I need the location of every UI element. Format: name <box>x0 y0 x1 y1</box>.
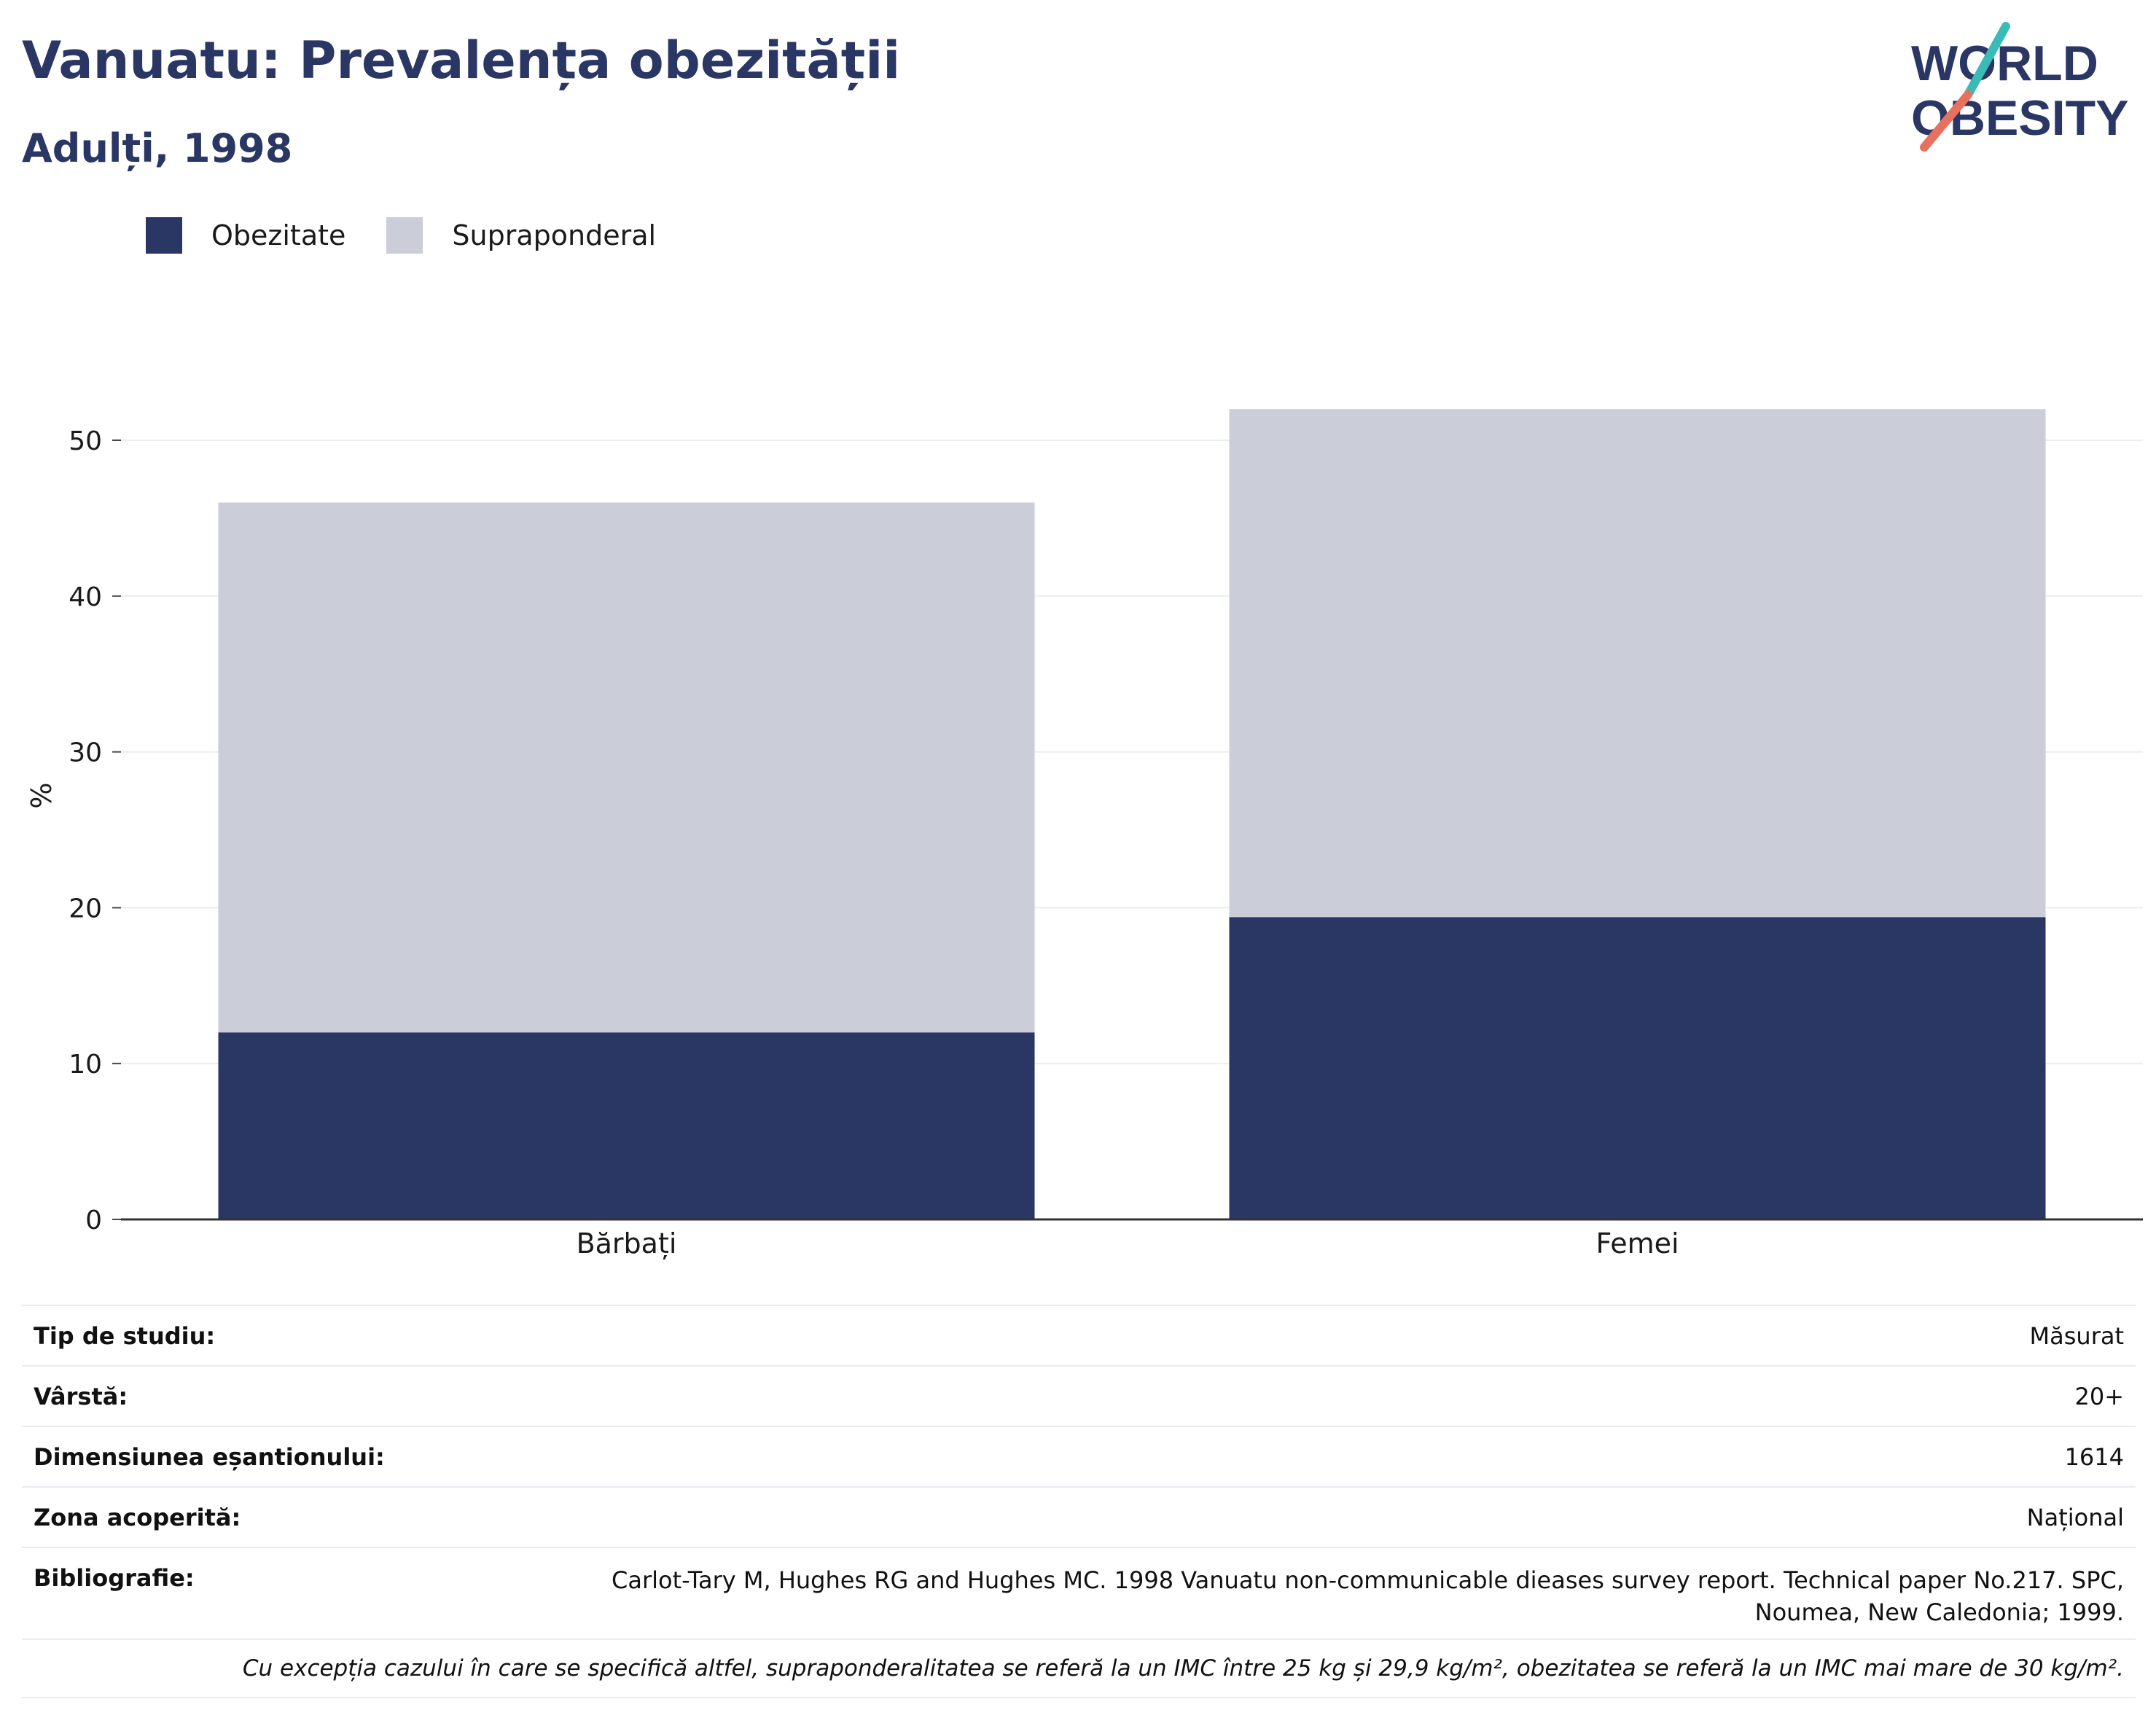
info-value: 20+ <box>2074 1382 2124 1410</box>
y-tick-label: 50 <box>69 426 102 456</box>
info-value: Național <box>2026 1503 2124 1531</box>
info-value: Măsurat <box>2029 1321 2124 1350</box>
info-row-coverage: Zona acoperită: Național <box>22 1486 2136 1547</box>
study-info-table: Tip de studiu: Măsurat Vârstă: 20+ Dimen… <box>22 1305 2136 1698</box>
chart-subtitle: Adulți, 1998 <box>22 125 293 171</box>
info-label: Bibliografie: <box>34 1564 195 1592</box>
world-obesity-logo: WORLD OBESITY <box>1911 22 2129 152</box>
bibliography-text: Carlot-Tary M, Hughes RG and Hughes MC. … <box>612 1566 2124 1626</box>
info-row-study-type: Tip de studiu: Măsurat <box>22 1305 2136 1365</box>
y-tick-label: 20 <box>69 894 102 923</box>
definition-note: Cu excepția cazului în care se specifică… <box>22 1639 2136 1698</box>
info-label: Dimensiunea eșantionului: <box>34 1442 385 1471</box>
y-tick-label: 0 <box>85 1206 102 1235</box>
info-label: Tip de studiu: <box>34 1321 216 1350</box>
bar-supraponderal-0 <box>218 502 1035 1033</box>
chart-title: Vanuatu: Prevalența obezității <box>22 31 901 90</box>
y-tick-label: 10 <box>69 1050 102 1079</box>
logo-text-world: WORLD <box>1911 36 2098 91</box>
bar-obezitate-0 <box>218 1032 1035 1219</box>
info-row-bibliography: Bibliografie: Carlot-Tary M, Hughes RG a… <box>22 1547 2136 1639</box>
chart-legend: Obezitate Supraponderal <box>146 217 697 254</box>
info-row-age: Vârstă: 20+ <box>22 1365 2136 1426</box>
y-axis-label: % <box>26 783 58 809</box>
legend-label-obezitate: Obezitate <box>211 219 346 251</box>
logo-slash-coral <box>1920 90 1972 152</box>
legend-swatch-obezitate <box>146 217 182 254</box>
info-label: Vârstă: <box>34 1382 128 1410</box>
y-tick-label: 30 <box>69 738 102 768</box>
legend-label-supraponderal: Supraponderal <box>452 219 657 251</box>
y-tick-label: 40 <box>69 582 102 612</box>
x-tick-label: Bărbați <box>577 1227 677 1260</box>
x-tick-label: Femei <box>1595 1227 1679 1260</box>
info-label: Zona acoperită: <box>34 1503 241 1531</box>
bar-supraponderal-1 <box>1229 409 2046 918</box>
info-value: 1614 <box>2064 1442 2124 1471</box>
bar-obezitate-1 <box>1229 917 2046 1219</box>
logo-slash-teal <box>1964 22 2010 99</box>
legend-item-obezitate[interactable]: Obezitate <box>146 217 345 254</box>
info-row-sample-size: Dimensiunea eșantionului: 1614 <box>22 1426 2136 1486</box>
legend-item-supraponderal[interactable]: Supraponderal <box>386 217 656 254</box>
legend-swatch-supraponderal <box>386 217 423 254</box>
bar-chart: 0 10 20 30 40 50% Bărbați Femei <box>26 409 2143 1260</box>
